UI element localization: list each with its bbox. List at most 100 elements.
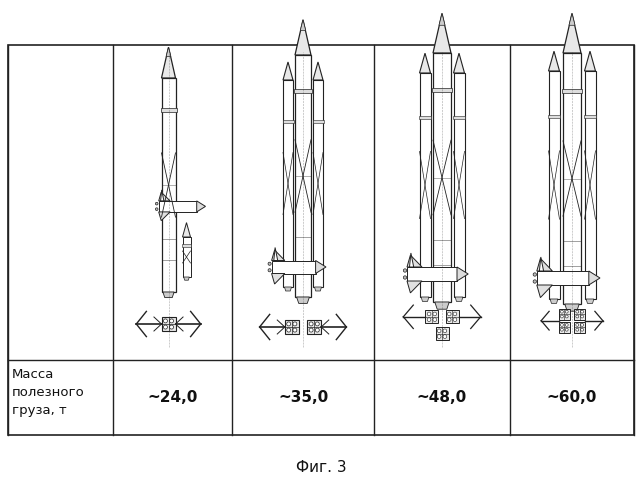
Text: Масса
полезного
груза, т: Масса полезного груза, т: [12, 368, 85, 417]
Circle shape: [164, 325, 168, 329]
Circle shape: [437, 329, 441, 332]
Polygon shape: [433, 14, 451, 53]
Bar: [446, 310, 458, 324]
Circle shape: [580, 315, 584, 318]
Bar: [283, 80, 293, 287]
Polygon shape: [569, 14, 575, 26]
Polygon shape: [563, 14, 581, 53]
Text: ~48,0: ~48,0: [417, 390, 467, 405]
Circle shape: [447, 318, 451, 322]
Circle shape: [576, 315, 578, 318]
Bar: [8, 45, 634, 435]
Polygon shape: [166, 47, 171, 56]
Bar: [282, 120, 293, 123]
Bar: [182, 244, 191, 246]
Polygon shape: [184, 277, 189, 280]
Polygon shape: [439, 14, 445, 26]
Circle shape: [533, 280, 537, 283]
Bar: [548, 115, 560, 118]
Polygon shape: [273, 248, 278, 260]
Circle shape: [453, 312, 457, 316]
Polygon shape: [162, 47, 175, 78]
Bar: [537, 271, 589, 285]
Text: ~35,0: ~35,0: [278, 390, 328, 405]
Circle shape: [293, 328, 297, 332]
Circle shape: [576, 328, 578, 331]
Bar: [453, 73, 465, 297]
Polygon shape: [407, 281, 422, 293]
Circle shape: [560, 310, 563, 313]
Circle shape: [433, 312, 437, 316]
Circle shape: [427, 318, 431, 322]
Circle shape: [155, 208, 158, 210]
Circle shape: [403, 276, 406, 279]
Circle shape: [287, 322, 291, 326]
Polygon shape: [160, 190, 164, 201]
Bar: [453, 116, 465, 119]
Bar: [313, 80, 323, 287]
Circle shape: [164, 319, 168, 323]
Circle shape: [565, 315, 568, 318]
Polygon shape: [182, 222, 191, 237]
Polygon shape: [297, 297, 309, 304]
Bar: [432, 88, 452, 92]
Polygon shape: [159, 192, 170, 201]
Polygon shape: [565, 304, 579, 311]
Polygon shape: [421, 297, 429, 302]
Circle shape: [565, 324, 568, 326]
Bar: [574, 322, 586, 333]
Circle shape: [155, 202, 158, 205]
Bar: [313, 120, 324, 123]
Polygon shape: [272, 274, 285, 284]
Text: ~24,0: ~24,0: [147, 390, 198, 405]
Circle shape: [443, 329, 447, 332]
Bar: [559, 322, 570, 333]
Polygon shape: [539, 257, 544, 271]
Bar: [562, 88, 582, 92]
Bar: [272, 260, 316, 274]
Circle shape: [293, 322, 297, 326]
Polygon shape: [419, 53, 431, 73]
Bar: [182, 237, 191, 277]
Text: Фиг. 3: Фиг. 3: [296, 460, 346, 475]
Text: ~60,0: ~60,0: [547, 390, 597, 405]
Circle shape: [453, 318, 457, 322]
Polygon shape: [300, 20, 306, 30]
Circle shape: [268, 268, 271, 272]
Bar: [295, 55, 311, 297]
Polygon shape: [272, 250, 285, 260]
Circle shape: [309, 328, 313, 332]
Bar: [563, 53, 581, 304]
Polygon shape: [548, 51, 559, 71]
Polygon shape: [589, 271, 600, 285]
Bar: [548, 71, 559, 299]
Circle shape: [309, 322, 313, 326]
Bar: [419, 116, 431, 119]
Bar: [433, 53, 451, 302]
Bar: [160, 108, 177, 112]
Bar: [574, 308, 586, 320]
Circle shape: [447, 312, 451, 316]
Circle shape: [565, 310, 568, 313]
Circle shape: [560, 315, 563, 318]
Bar: [419, 73, 431, 297]
Polygon shape: [453, 53, 465, 73]
Polygon shape: [550, 299, 558, 304]
Polygon shape: [315, 287, 322, 291]
Circle shape: [437, 334, 441, 338]
Polygon shape: [435, 302, 449, 309]
Circle shape: [580, 324, 584, 326]
Bar: [584, 115, 596, 118]
Bar: [559, 308, 570, 320]
Circle shape: [427, 312, 431, 316]
Polygon shape: [407, 255, 422, 267]
Bar: [407, 267, 457, 281]
Circle shape: [433, 318, 437, 322]
Circle shape: [443, 334, 447, 338]
Polygon shape: [283, 62, 293, 80]
Circle shape: [576, 324, 578, 326]
Polygon shape: [586, 299, 594, 304]
Polygon shape: [163, 292, 174, 298]
Circle shape: [576, 310, 578, 313]
Bar: [426, 310, 438, 324]
